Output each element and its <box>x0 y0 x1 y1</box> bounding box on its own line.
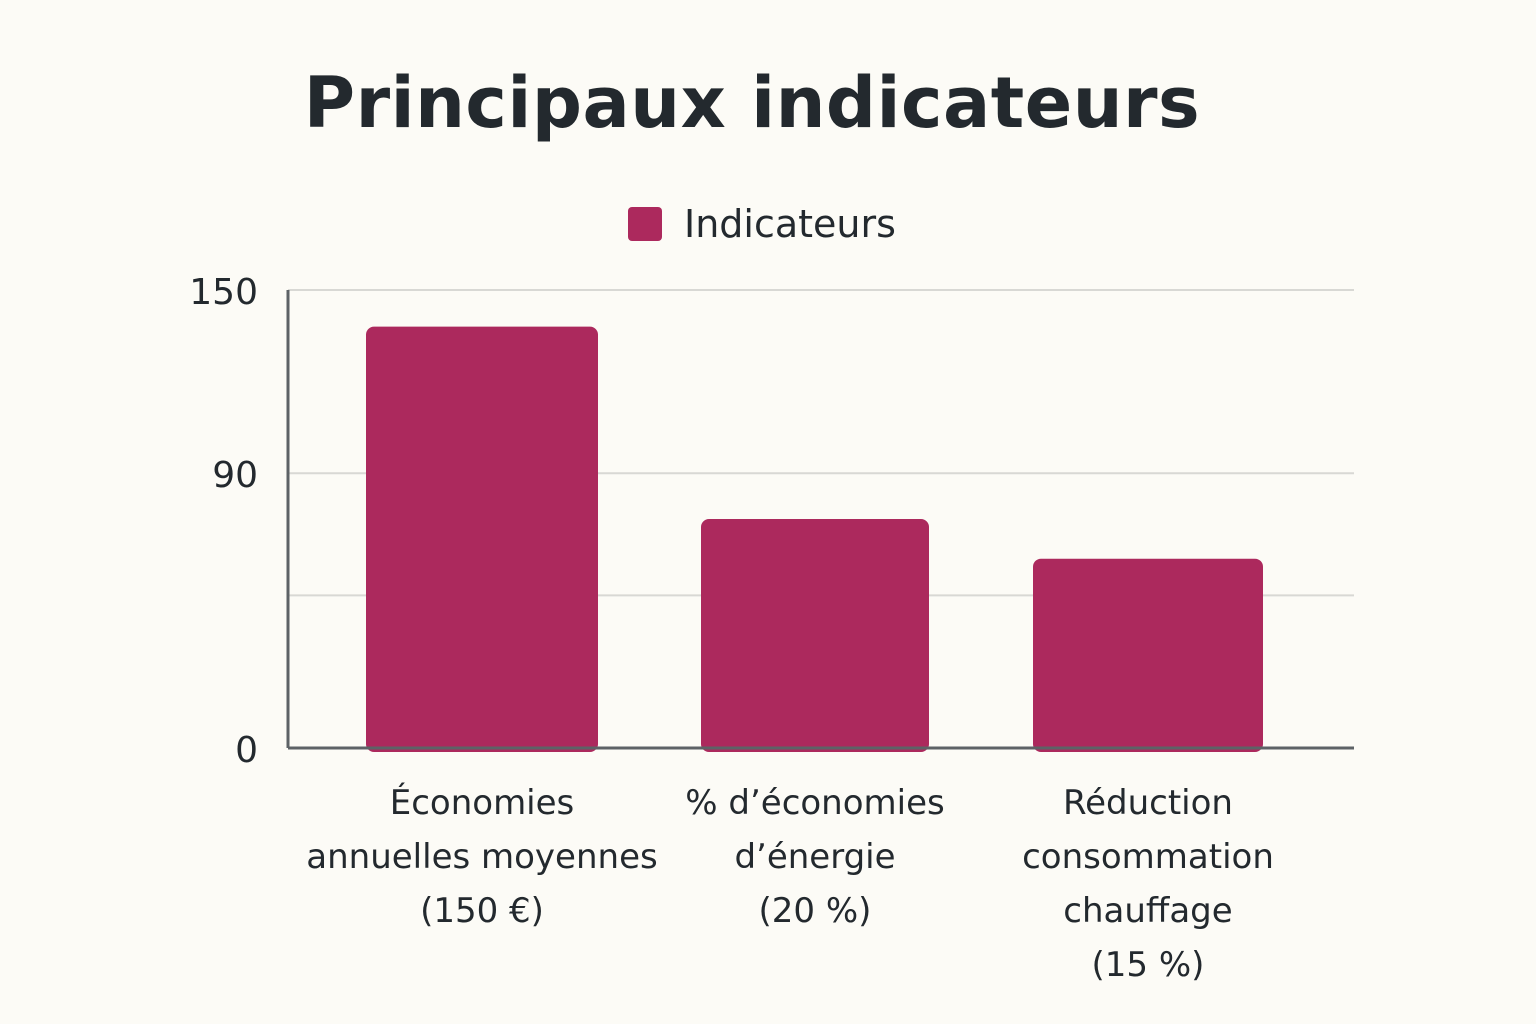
x-category-labels: Économies annuelles moyennes (150 €) % d’éc… <box>306 782 1274 985</box>
legend-label: Indicateurs <box>684 202 896 246</box>
x-category-label: % d’économies d’énergie (20 %) <box>685 783 944 931</box>
x-category-label-line: d’énergie <box>734 837 895 877</box>
x-category-label: Réduction consommation chauffage (15 %) <box>1022 783 1274 985</box>
x-category-label-line: chauffage <box>1063 891 1232 931</box>
chart-title: Principaux indicateurs <box>303 62 1201 144</box>
x-category-label: Économies annuelles moyennes (150 €) <box>306 782 657 931</box>
y-tick-label: 0 <box>235 730 258 771</box>
x-category-label-line: consommation <box>1022 837 1274 877</box>
y-tick-label: 90 <box>212 455 258 496</box>
x-category-label-line: (15 %) <box>1092 945 1205 985</box>
legend: Indicateurs <box>628 200 896 248</box>
legend-swatch <box>628 207 662 241</box>
x-category-label-line: Économies <box>390 782 575 823</box>
bar <box>366 326 598 752</box>
axes <box>286 290 1354 750</box>
bars <box>366 326 1263 752</box>
y-tick-labels: 150 90 0 <box>189 272 258 771</box>
y-tick-label: 150 <box>189 272 258 313</box>
bar <box>1033 558 1263 752</box>
x-category-label-line: % d’économies <box>685 783 944 823</box>
x-category-label-line: (150 €) <box>420 891 544 931</box>
x-category-label-line: annuelles moyennes <box>306 837 657 877</box>
x-category-label-line: Réduction <box>1063 783 1233 823</box>
x-category-label-line: (20 %) <box>759 891 872 931</box>
bar <box>701 519 929 752</box>
